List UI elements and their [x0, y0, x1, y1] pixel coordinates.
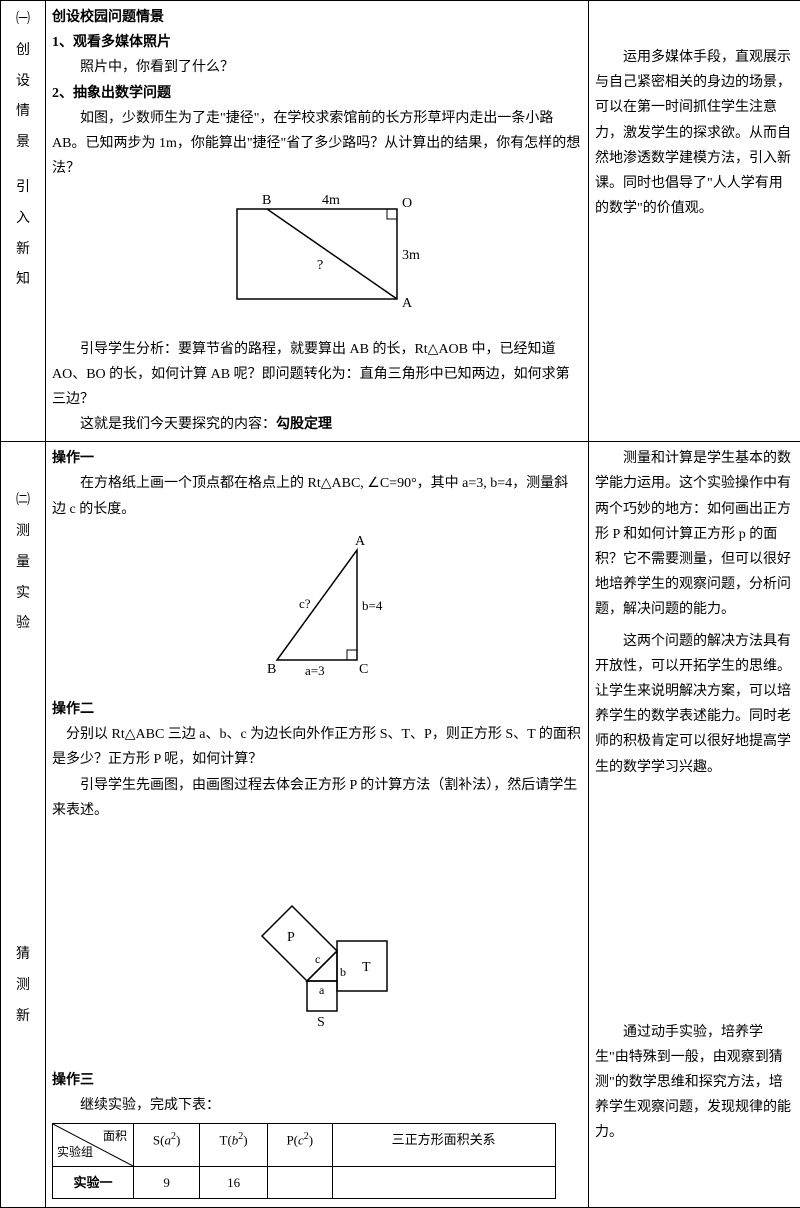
side-note-2a: 测量和计算是学生基本的数学能力运用。这个实验操作中有两个巧妙的地方：如何画出正方…	[595, 446, 795, 622]
text-analysis: 引导学生分析：要算节省的路程，就要算出 AB 的长，Rt△AOB 中，已经知道 …	[52, 337, 582, 413]
op2-text2: 引导学生先画图，由画图过程去体会正方形 P 的计算方法（割补法），然后请学生来表…	[52, 773, 582, 823]
sq-S: S	[317, 1015, 325, 1030]
diagram-squares: P T S a b c	[52, 831, 582, 1060]
side-note-2c: 通过动手实验，培养学生"由特殊到一般，由观察到猜测"的数学思维和探究方法，培养学…	[595, 1020, 795, 1146]
col-T: T(b2)	[200, 1123, 268, 1166]
label-O: O	[402, 196, 412, 211]
diag-header: 面积 实验组	[53, 1123, 134, 1166]
section1-label: ㈠创设情景 引入新知	[1, 1, 46, 442]
row-exp1-label: 实验一	[53, 1166, 134, 1198]
section2-content: 操作一 在方格纸上画一个顶点都在格点上的 Rt△ABC, ∠C=90°，其中 a…	[46, 442, 589, 1208]
op3-heading: 操作三	[52, 1068, 582, 1093]
diagram-triangle: A B C a=3 b=4 c?	[52, 530, 582, 689]
col-S: S(a2)	[134, 1123, 200, 1166]
subhead-1: 1、观看多媒体照片	[52, 30, 582, 55]
tri-b: b=4	[362, 598, 383, 613]
subhead-2: 2、抽象出数学问题	[52, 81, 582, 106]
label-A: A	[402, 296, 413, 311]
tri-B: B	[267, 662, 276, 677]
tri-A: A	[355, 534, 366, 549]
diagram-rectangle: B O A 4m 3m ?	[52, 189, 582, 328]
lesson-plan-table: ㈠创设情景 引入新知 创设校园问题情景 1、观看多媒体照片 照片中，你看到了什么…	[0, 0, 800, 1208]
label-hyp: ?	[317, 258, 323, 273]
section2-side: 测量和计算是学生基本的数学能力运用。这个实验操作中有两个巧妙的地方：如何画出正方…	[589, 442, 800, 1208]
side-note-1: 运用多媒体手段，直观展示与自己紧密相关的身边的场景，可以在第一时间抓住学生注意力…	[595, 45, 795, 221]
sq-b: b	[340, 965, 346, 979]
experiment-table: 面积 实验组 S(a2) T(b2) P(c2) 三正方形面积关系 实验一	[52, 1123, 556, 1199]
col-relation: 三正方形面积关系	[332, 1123, 555, 1166]
sq-T: T	[362, 960, 371, 975]
op2-text1: 分别以 Rt△ABC 三边 a、b、c 为边长向外作正方形 S、T、P，则正方形…	[52, 722, 582, 772]
section1-side: 运用多媒体手段，直观展示与自己紧密相关的身边的场景，可以在第一时间抓住学生注意力…	[589, 1, 800, 442]
row-exp1-P	[267, 1166, 332, 1198]
sq-P: P	[287, 930, 295, 945]
op3-text: 继续实验，完成下表：	[52, 1093, 582, 1118]
text-photo-q: 照片中，你看到了什么？	[52, 55, 582, 80]
section2-label: ㈡测量实验 猜测新	[1, 442, 46, 1208]
tri-a: a=3	[305, 663, 325, 678]
tri-C: C	[359, 662, 368, 677]
sq-a: a	[319, 983, 325, 997]
label-3m: 3m	[402, 248, 420, 263]
side-note-2b: 这两个问题的解决方法具有开放性，可以开拓学生的思维。让学生来说明解决方案，可以培…	[595, 629, 795, 780]
heading-situation: 创设校园问题情景	[52, 5, 582, 30]
text-abstract-problem: 如图，少数师生为了走"捷径"，在学校求索馆前的长方形草坪内走出一条小路 AB。已…	[52, 106, 582, 182]
op2-heading: 操作二	[52, 697, 582, 722]
col-P: P(c2)	[267, 1123, 332, 1166]
row-exp1-S: 9	[134, 1166, 200, 1198]
label-B: B	[262, 193, 271, 208]
label-4m: 4m	[322, 193, 340, 208]
tri-c: c?	[299, 596, 311, 611]
op1-text: 在方格纸上画一个顶点都在格点上的 Rt△ABC, ∠C=90°，其中 a=3, …	[52, 471, 582, 521]
op1-heading: 操作一	[52, 446, 582, 471]
text-topic: 这就是我们今天要探究的内容：勾股定理	[52, 412, 582, 437]
section1-content: 创设校园问题情景 1、观看多媒体照片 照片中，你看到了什么？ 2、抽象出数学问题…	[46, 1, 589, 442]
row-exp1-rel	[332, 1166, 555, 1198]
row-exp1-T: 16	[200, 1166, 268, 1198]
sq-c: c	[315, 952, 320, 966]
